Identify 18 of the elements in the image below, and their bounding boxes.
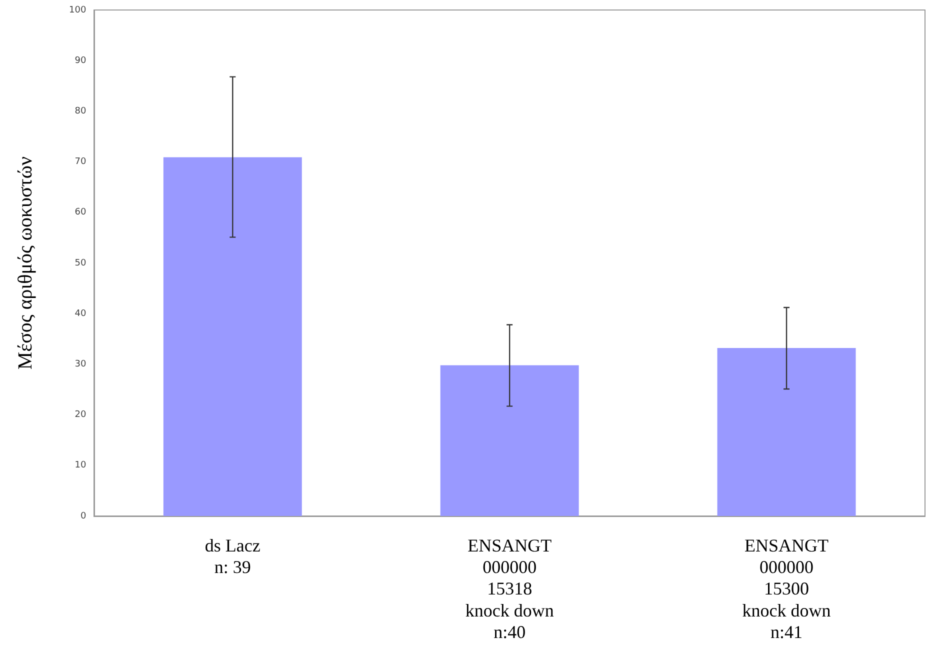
y-tick-label: 10	[74, 460, 86, 471]
y-tick-label: 50	[74, 258, 86, 268]
x-tick-label: ENSANGT 000000 15318 knock down n:40	[465, 536, 554, 642]
y-tick-label: 70	[74, 157, 86, 168]
y-tick-label: 80	[74, 106, 86, 117]
bar	[163, 157, 302, 516]
y-tick-label: 60	[74, 208, 86, 218]
bar	[440, 365, 579, 516]
y-tick-label: 20	[74, 410, 86, 420]
y-axis-title: Μέσος αριθμός ωοκυστών	[14, 156, 36, 370]
x-tick-label: ds Lacz n: 39	[204, 536, 260, 578]
y-tick-label: 100	[68, 5, 86, 16]
bar	[717, 348, 856, 516]
y-tick-label: 0	[80, 511, 86, 522]
x-tick-label: ENSANGT 000000 15300 knock down n:41	[742, 536, 831, 642]
y-tick-label: 40	[74, 308, 86, 319]
y-tick-label: 90	[74, 56, 86, 66]
y-tick-label: 30	[74, 360, 86, 370]
